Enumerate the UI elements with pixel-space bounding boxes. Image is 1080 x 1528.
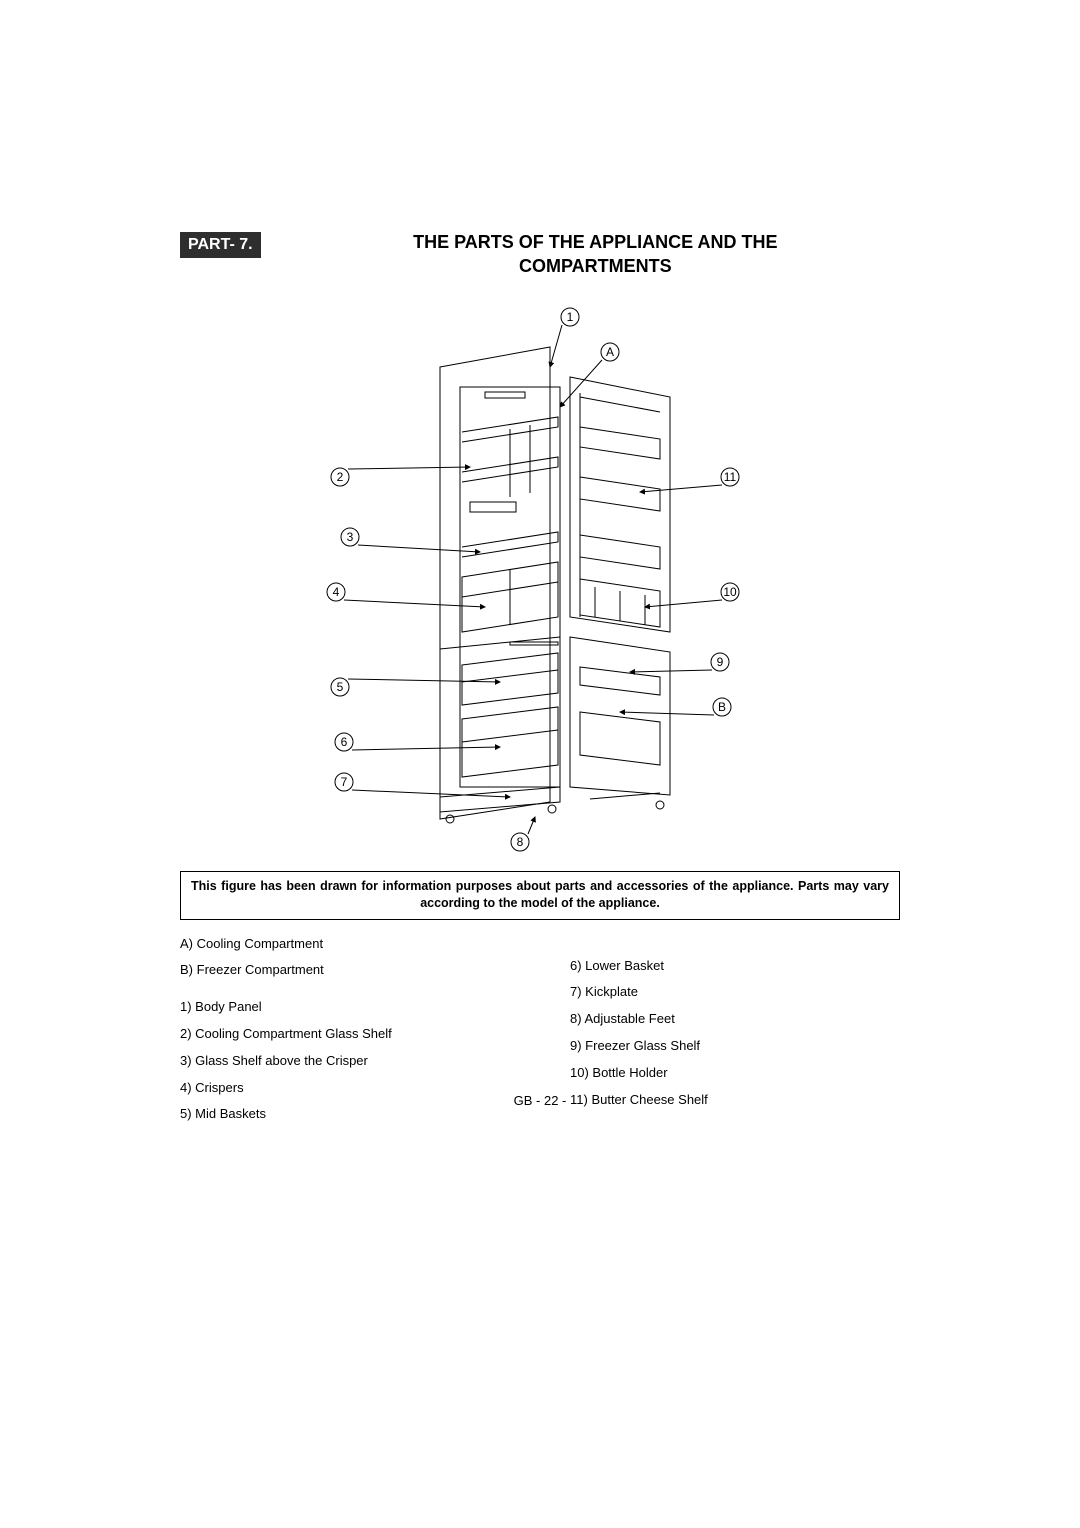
callout-label-3: 3 [347, 530, 354, 544]
legend-item: B) Freezer Compartment [180, 960, 510, 981]
callout-label-7: 7 [341, 775, 348, 789]
callout-label-11: 11 [724, 470, 737, 484]
callout-label-10: 10 [723, 585, 737, 599]
callout-label-B: B [718, 700, 726, 714]
title-line-1: THE PARTS OF THE APPLIANCE AND THE [291, 230, 900, 254]
appliance-diagram: 1 A 2 11 3 4 10 5 9 B 6 7 8 [180, 297, 900, 857]
callout-label-A: A [606, 345, 614, 359]
callout-label-6: 6 [341, 735, 348, 749]
callout-label-1: 1 [567, 310, 574, 324]
legend-item: 8) Adjustable Feet [570, 1009, 900, 1030]
diagram-svg: 1 A 2 11 3 4 10 5 9 B 6 7 8 [310, 297, 770, 857]
callout-label-4: 4 [333, 585, 340, 599]
section-title: THE PARTS OF THE APPLIANCE AND THE COMPA… [291, 230, 900, 279]
legend-item: 1) Body Panel [180, 997, 510, 1018]
callout-label-5: 5 [337, 680, 344, 694]
legend-item: 6) Lower Basket [570, 956, 900, 977]
part-badge: PART- 7. [180, 232, 261, 258]
callout-label-2: 2 [337, 470, 344, 484]
callout-label-8: 8 [517, 835, 524, 849]
legend-item: 2) Cooling Compartment Glass Shelf [180, 1024, 510, 1045]
header-row: PART- 7. THE PARTS OF THE APPLIANCE AND … [180, 230, 900, 279]
callout-label-9: 9 [717, 655, 724, 669]
figure-caption: This figure has been drawn for informati… [180, 871, 900, 920]
legend-item: 10) Bottle Holder [570, 1063, 900, 1084]
legend-item: 3) Glass Shelf above the Crisper [180, 1051, 510, 1072]
page-footer: GB - 22 - [0, 1093, 1080, 1108]
manual-page: PART- 7. THE PARTS OF THE APPLIANCE AND … [0, 0, 1080, 1528]
title-line-2: COMPARTMENTS [291, 254, 900, 278]
legend-item: 9) Freezer Glass Shelf [570, 1036, 900, 1057]
legend-item: A) Cooling Compartment [180, 934, 510, 955]
legend-item: 7) Kickplate [570, 982, 900, 1003]
